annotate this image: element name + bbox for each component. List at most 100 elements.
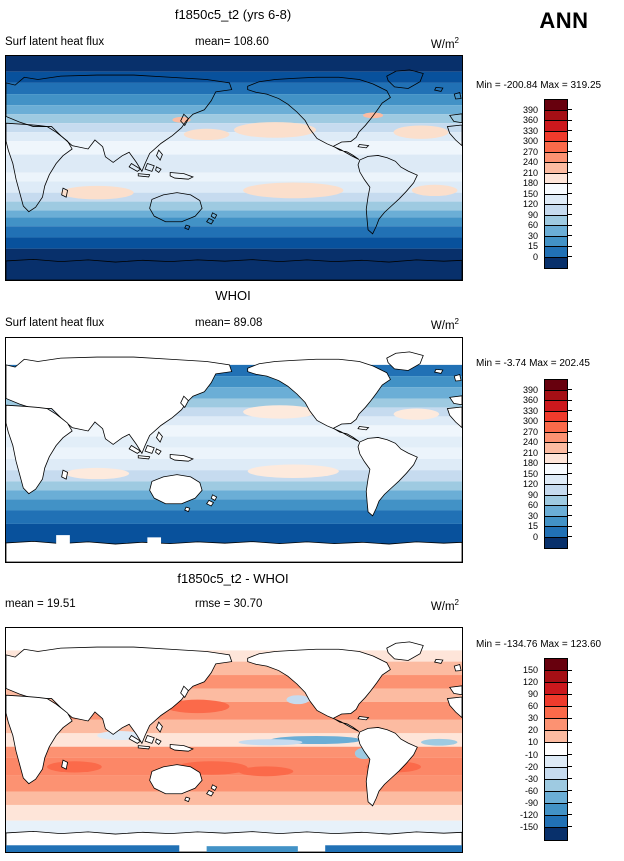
colorbar-segment xyxy=(545,194,567,205)
colorbar-segment xyxy=(545,779,567,792)
colorbar-segment xyxy=(545,152,567,163)
colorbar-tick-label: 30 xyxy=(527,230,538,241)
colorbar-tick-label: 240 xyxy=(522,437,538,447)
colorbar-segment xyxy=(545,527,567,538)
variable-label: Surf latent heat flux xyxy=(5,36,105,48)
colorbar-tick xyxy=(567,203,572,205)
colorbar-segment xyxy=(545,827,567,840)
colorbar-swatches xyxy=(544,658,568,841)
colorbar-tick xyxy=(567,814,572,816)
colorbar-segment xyxy=(545,659,567,672)
colorbar-segment xyxy=(545,743,567,756)
colorbar-segment xyxy=(545,695,567,708)
mean-value-label: mean = 19.51 xyxy=(5,598,76,610)
colorbar-tick-label: 30 xyxy=(527,713,538,724)
colorbar-segment xyxy=(545,184,567,195)
map-obs xyxy=(5,337,463,563)
colorbar-tick-label: 270 xyxy=(522,146,538,157)
colorbar-tick-label: 15 xyxy=(527,241,538,251)
colorbar-tick-label: -10 xyxy=(524,749,538,760)
colorbar-tick-label: 240 xyxy=(522,157,538,167)
colorbar-segment xyxy=(545,110,567,121)
colorbar-segment xyxy=(545,411,567,422)
colorbar-tick-label: 90 xyxy=(527,689,538,700)
colorbar-segment xyxy=(545,401,567,412)
colorbar-swatches xyxy=(544,379,568,549)
colorbar-segment xyxy=(545,495,567,506)
colorbar-tick-label: -150 xyxy=(519,821,538,832)
colorbar-swatches xyxy=(544,99,568,269)
panel-header-obs: Surf latent heat flux mean= 89.08 W/m2 xyxy=(5,317,461,332)
colorbar-tick-label: 90 xyxy=(527,209,538,220)
colorbar-tick xyxy=(567,389,572,390)
colorbar-tick xyxy=(567,473,572,474)
colorbar-tick xyxy=(567,826,572,828)
colorbar-tick-label: -60 xyxy=(524,785,538,796)
colorbar-segment xyxy=(545,683,567,696)
colorbar-tick xyxy=(567,462,572,464)
map-model xyxy=(5,55,463,281)
colorbar-segment xyxy=(545,537,567,548)
units-label: W/m2 xyxy=(430,598,459,613)
colorbar-tick-label: 330 xyxy=(522,125,538,136)
colorbar-segment xyxy=(545,485,567,496)
colorbar-tick xyxy=(567,140,572,142)
colorbar-segment xyxy=(545,100,567,111)
colorbar-tick-label: 150 xyxy=(522,188,538,199)
colorbar-tick xyxy=(567,483,572,485)
colorbar-segment xyxy=(545,236,567,247)
colorbar-segment xyxy=(545,247,567,258)
units-label: W/m2 xyxy=(430,317,459,332)
colorbar-tick xyxy=(567,802,572,804)
colorbar-segment xyxy=(545,163,567,174)
colorbar-segment xyxy=(545,719,567,732)
colorbar-segment xyxy=(545,142,567,153)
colorbar-tick xyxy=(567,182,572,184)
colorbar-segment xyxy=(545,815,567,828)
map-diff xyxy=(5,627,463,853)
panel-header-model: Surf latent heat flux mean= 108.60 W/m2 xyxy=(5,36,461,51)
colorbar-segment xyxy=(545,516,567,527)
colorbar-tick xyxy=(567,669,572,671)
colorbar-model: 390 360 330 300 270 240 210 180 150 120 90 60 30 15 0 xyxy=(498,99,608,269)
colorbar-tick-label: 90 xyxy=(527,489,538,500)
colorbar-tick xyxy=(567,151,572,152)
colorbar-tick xyxy=(567,525,572,527)
colorbar-tick-label: 15 xyxy=(527,521,538,531)
colorbar-tick-label: 390 xyxy=(522,384,538,395)
colorbar-tick-label: 180 xyxy=(522,178,538,188)
panel-title-diff: f1850c5_t2 - WHOI xyxy=(177,571,289,586)
colorbar-segment xyxy=(545,453,567,464)
colorbar-tick xyxy=(567,693,572,695)
colorbar-tick-label: 210 xyxy=(522,447,538,458)
colorbar-tick xyxy=(567,256,572,257)
colorbar-tick-label: 120 xyxy=(522,677,538,688)
colorbar-tick-label: 330 xyxy=(522,405,538,416)
colorbar-tick xyxy=(567,193,572,194)
colorbar-tick xyxy=(567,754,572,756)
colorbar-tick xyxy=(567,399,572,401)
minmax-diff: Min = -134.76 Max = 123.60 xyxy=(476,639,602,650)
colorbar-tick-label: -90 xyxy=(524,797,538,808)
colorbar-tick-label: 30 xyxy=(527,510,538,521)
colorbar-segment xyxy=(545,707,567,720)
colorbar-tick-label: 180 xyxy=(522,458,538,468)
colorbar-segment xyxy=(545,755,567,768)
minmax-obs: Min = -3.74 Max = 202.45 xyxy=(476,358,590,369)
colorbar-tick-label: 60 xyxy=(527,220,538,230)
colorbar-segment xyxy=(545,380,567,391)
colorbar-tick xyxy=(567,235,572,236)
colorbar-tick xyxy=(567,130,572,131)
colorbar-segment xyxy=(545,464,567,475)
colorbar-tick xyxy=(567,441,572,443)
panel-title-model: f1850c5_t2 (yrs 6-8) xyxy=(174,7,292,22)
mean-value-label: mean= 89.08 xyxy=(195,317,263,329)
units-label: W/m2 xyxy=(430,36,459,51)
colorbar-tick xyxy=(567,224,572,226)
colorbar-tick xyxy=(567,536,572,537)
colorbar-tick xyxy=(567,705,572,707)
colorbar-segment xyxy=(545,506,567,517)
colorbar-tick-label: 210 xyxy=(522,167,538,178)
colorbar-tick-label: 150 xyxy=(522,468,538,479)
colorbar-tick xyxy=(567,790,572,792)
